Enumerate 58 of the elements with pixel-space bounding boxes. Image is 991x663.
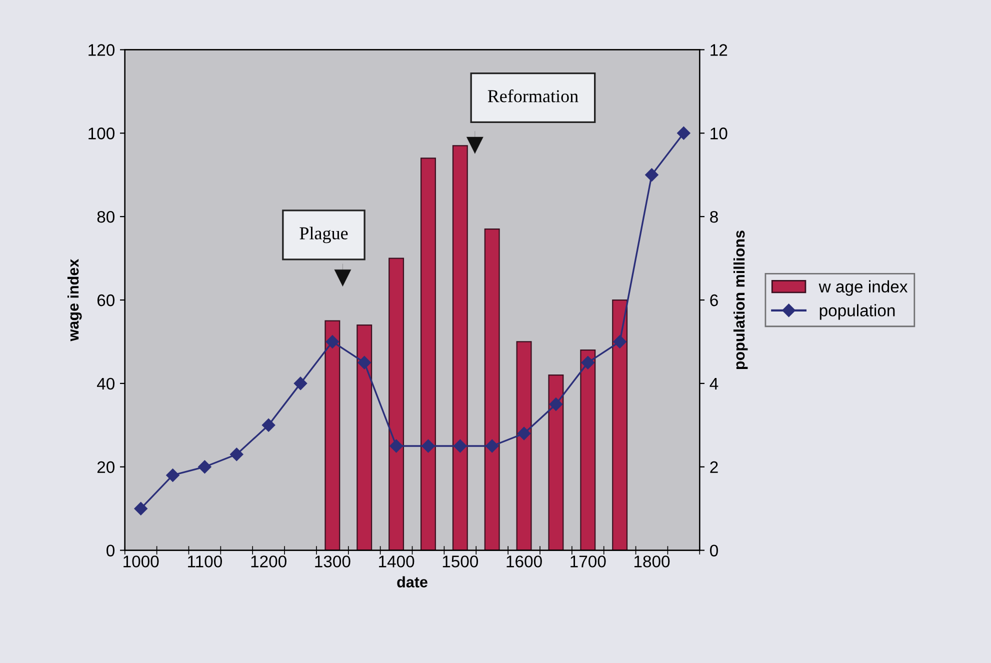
point: [198, 460, 212, 474]
bar: [548, 374, 564, 550]
x-tick-label: 1500: [442, 556, 478, 568]
point: [486, 439, 499, 453]
y-axis-title: wage index: [67, 258, 82, 342]
x-tick-label: 1300: [315, 556, 350, 568]
x-tick-label: 1800: [634, 556, 670, 568]
x-tick-label: 1400: [379, 556, 414, 568]
bar: [388, 258, 404, 550]
bar: [484, 228, 500, 550]
annotation: Plague: [300, 226, 348, 244]
x-tick-label: 1700: [570, 556, 606, 568]
y2-tick-label: 4: [710, 378, 718, 390]
point: [517, 426, 531, 440]
point: [581, 356, 594, 370]
y2-tick-label: 10: [710, 128, 728, 140]
y-tick-label: 100: [88, 128, 114, 140]
point: [390, 439, 403, 453]
y-tick-label: 20: [97, 461, 114, 474]
y2-axis-title: population millions: [733, 230, 748, 370]
y-tick-label: 120: [88, 44, 114, 56]
x-axis-title: date: [397, 576, 428, 588]
point: [166, 468, 180, 482]
y-tick-label: 80: [97, 210, 114, 223]
point: [454, 439, 467, 453]
y2-tick-label: 8: [710, 210, 718, 223]
x-tick-label: 1100: [188, 556, 222, 568]
y2-tick-label: 6: [710, 294, 718, 306]
point: [549, 398, 563, 411]
y2-tick-label: 0: [710, 544, 718, 556]
point: [358, 356, 371, 370]
bar: [420, 158, 436, 550]
x-tick-label: 1600: [506, 556, 542, 568]
y-tick-label: 40: [96, 378, 114, 390]
y-tick-label: 0: [106, 544, 114, 556]
point: [326, 335, 340, 348]
bar: [452, 145, 468, 550]
bar: [580, 350, 596, 550]
point: [613, 335, 626, 348]
bar: [516, 341, 532, 550]
bar: [324, 320, 340, 550]
point: [134, 502, 148, 516]
point: [230, 448, 244, 461]
y2-tick-label: 2: [710, 461, 718, 473]
point: [262, 418, 276, 432]
x-tick-label: 1000: [124, 556, 159, 568]
point: [294, 376, 308, 390]
point: [677, 126, 690, 140]
bar: [356, 324, 372, 550]
point: [645, 168, 658, 182]
legend-label: w age index: [818, 280, 908, 296]
legend-label: population: [820, 304, 895, 320]
y2-tick-label: 12: [710, 44, 728, 56]
point: [422, 439, 435, 453]
bar: [612, 299, 628, 550]
x-tick-label: 1200: [251, 556, 286, 568]
y-tick-label: 60: [97, 294, 114, 306]
annotation: Reformation: [488, 89, 578, 102]
